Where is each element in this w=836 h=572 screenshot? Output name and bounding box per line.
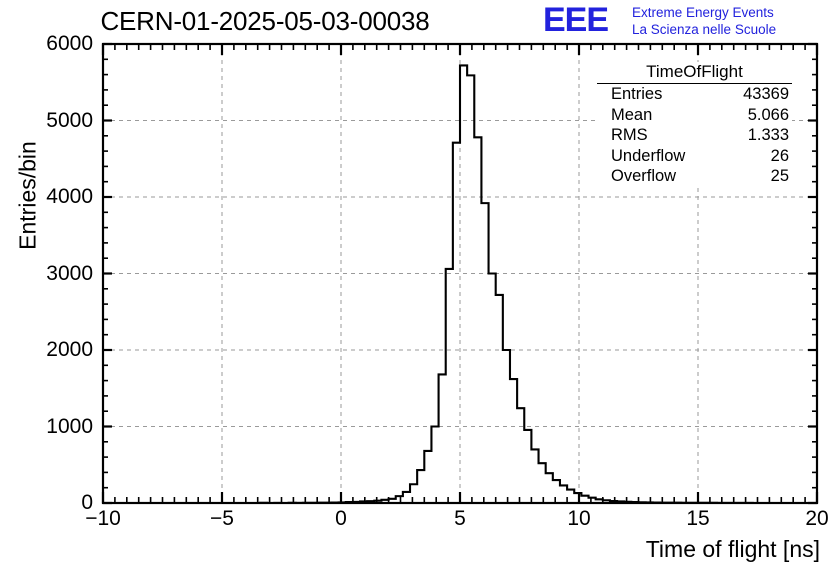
stats-row: Entries 43369: [597, 84, 792, 105]
stats-key: Entries: [611, 85, 663, 103]
x-axis-title: Time of flight [ns]: [645, 536, 820, 562]
stats-key: Overflow: [611, 167, 677, 185]
eee-logo-line1: Extreme Energy Events: [632, 5, 774, 20]
y-axis-tick-label: 2000: [46, 338, 93, 361]
stats-key: Underflow: [611, 146, 686, 165]
y-axis-tick-label: 6000: [46, 32, 93, 55]
x-axis-tick-label: −5: [210, 507, 234, 530]
x-axis-tick-label: 20: [805, 507, 829, 530]
stats-key: RMS: [611, 126, 648, 144]
x-axis-tick-label: 5: [454, 507, 466, 530]
stats-value: 5.066: [747, 105, 789, 124]
y-axis-tick-label: 5000: [46, 108, 93, 132]
stats-value: 25: [770, 167, 789, 185]
stats-value: 1.333: [747, 126, 789, 144]
eee-logo-mark: EEE: [543, 1, 609, 39]
y-axis-tick-label: 3000: [46, 261, 93, 285]
stats-row: Mean 5.066: [597, 105, 792, 126]
eee-logo-text: Extreme Energy Events La Scienza nelle S…: [632, 4, 776, 38]
eee-logo: EEE Extreme Energy Events La Scienza nel…: [540, 2, 836, 42]
stats-rows: Entries 43369 Mean 5.066 RMS 1.333 Underflow 26…: [597, 84, 792, 187]
stats-key: Mean: [611, 105, 653, 124]
stats-value: 43369: [743, 85, 789, 103]
x-axis-tick-label: 0: [335, 507, 347, 530]
stats-row: Underflow 26: [597, 146, 792, 167]
stats-row: Overflow 25: [597, 166, 792, 187]
stats-value: 26: [770, 146, 789, 165]
stats-title: TimeOfFlight: [597, 62, 792, 84]
page-title: CERN-01-2025-05-03-00038: [100, 6, 430, 36]
stats-row: RMS 1.333: [597, 125, 792, 146]
eee-logo-line2: La Scienza nelle Scuole: [632, 22, 777, 37]
x-axis-tick-label: −10: [85, 507, 121, 530]
x-axis-tick-label: 15: [686, 507, 710, 530]
y-axis-tick-label: 4000: [46, 185, 93, 208]
y-axis-tick-label: 0: [81, 491, 93, 514]
x-axis-tick-label: 10: [567, 507, 591, 530]
y-axis-tick-label: 1000: [46, 414, 93, 438]
stats-box: TimeOfFlight Entries 43369 Mean 5.066 RMS 1.3…: [597, 62, 792, 187]
